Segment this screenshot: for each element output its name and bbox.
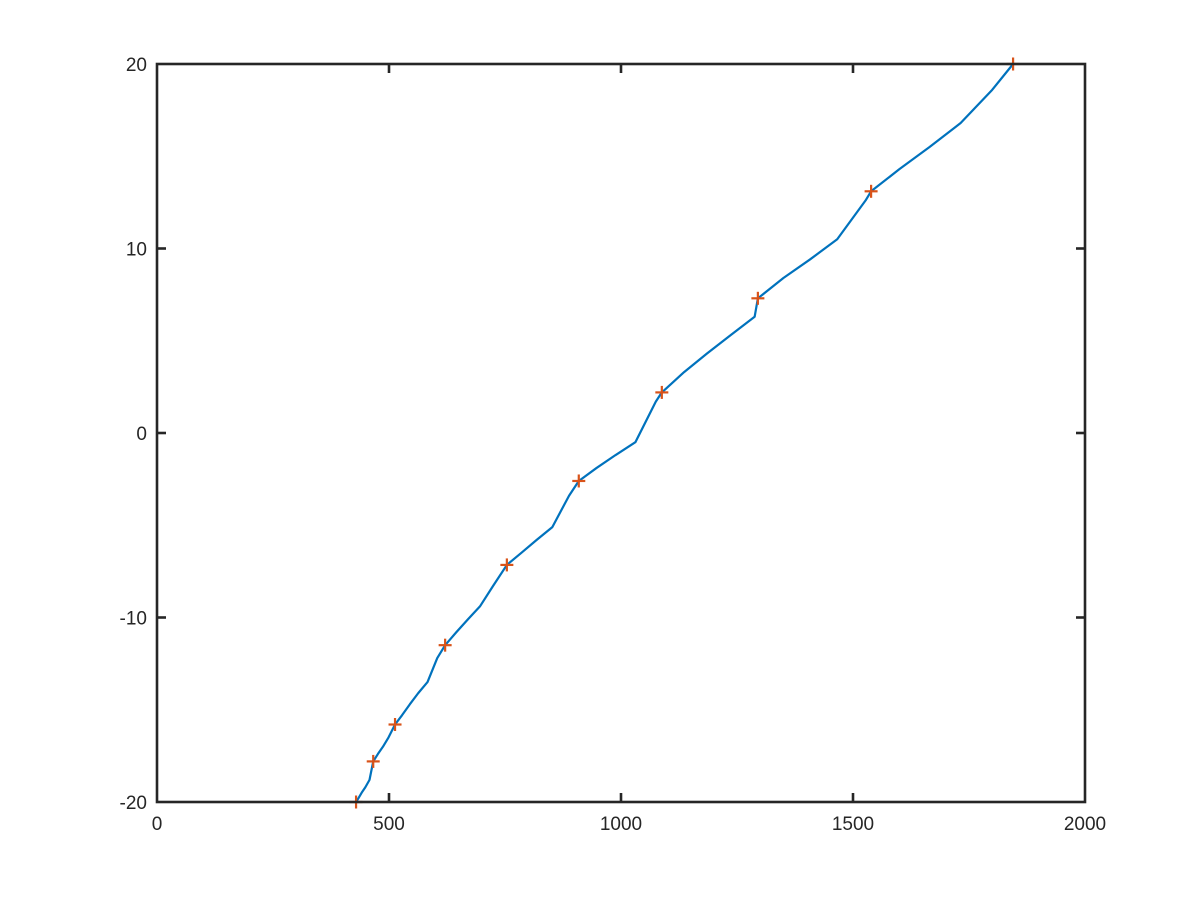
y-tick-labels: -20 -10 0 10 20 — [120, 55, 147, 814]
data-point-marker — [572, 474, 586, 488]
data-line-curve — [354, 62, 1015, 804]
data-point-marker — [388, 718, 402, 732]
x-tick-label: 500 — [373, 814, 405, 835]
data-markers-group — [349, 57, 1020, 809]
y-tick-label: 10 — [126, 240, 147, 261]
data-point-marker — [751, 291, 765, 305]
y-tick-label: 20 — [126, 55, 147, 76]
x-tick-label: 1000 — [600, 814, 642, 835]
plot-background — [157, 64, 1085, 802]
x-tick-label: 0 — [152, 814, 163, 835]
data-point-marker — [500, 558, 514, 572]
y-tick-label: -10 — [120, 609, 147, 630]
x-tick-labels: 0 500 1000 1500 2000 — [152, 814, 1106, 835]
y-tick-label: 0 — [136, 424, 147, 445]
data-point-marker — [655, 385, 669, 399]
x-tick-label: 1500 — [832, 814, 874, 835]
axis-ticks-group — [157, 64, 1085, 802]
y-tick-label: -20 — [120, 793, 147, 814]
data-point-marker — [366, 754, 380, 768]
data-point-marker — [438, 638, 452, 652]
data-point-marker — [864, 184, 878, 198]
x-tick-label: 2000 — [1064, 814, 1106, 835]
